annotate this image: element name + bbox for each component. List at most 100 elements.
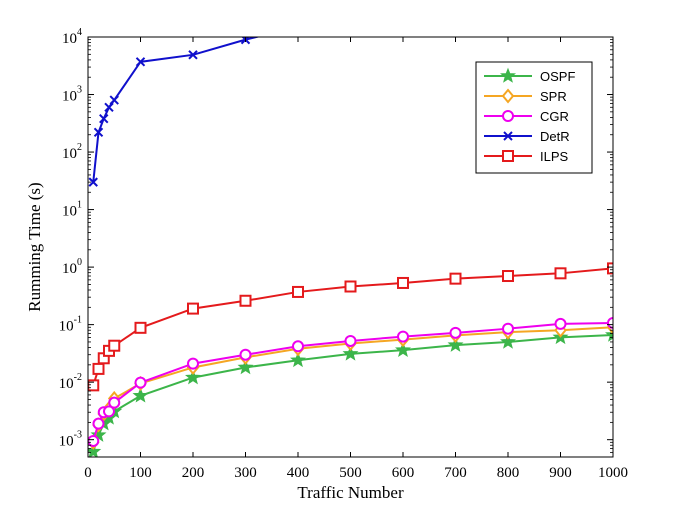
- legend-label: ILPS: [540, 149, 569, 164]
- x-tick-label: 700: [444, 465, 467, 481]
- legend-item-cgr: CGR: [484, 109, 569, 124]
- x-tick-label: 500: [339, 465, 362, 481]
- y-tick-base: 10: [62, 146, 77, 162]
- y-tick-exponent: 3: [77, 85, 82, 96]
- data-point-cgr: [554, 317, 567, 330]
- legend-item-ospf: OSPF: [484, 67, 575, 84]
- y-tick-base: 10: [62, 31, 77, 47]
- x-tick-label: 800: [497, 465, 520, 481]
- legend-label: SPR: [540, 89, 567, 104]
- data-point-detr: [188, 50, 198, 60]
- y-tick-base: 10: [59, 434, 74, 450]
- y-tick-exponent: 4: [77, 27, 82, 38]
- y-tick-base: 10: [59, 376, 74, 392]
- data-point-ilps: [92, 362, 105, 375]
- data-point-cgr: [88, 434, 100, 447]
- data-point-cgr: [239, 348, 252, 361]
- y-tick-exponent: -2: [74, 372, 82, 383]
- y-tick-label: 100: [62, 257, 82, 277]
- data-point-ilps: [344, 280, 357, 293]
- data-point-cgr: [92, 417, 105, 430]
- legend-marker: [502, 110, 514, 122]
- y-tick-exponent: 1: [77, 200, 82, 211]
- series-ilps: [88, 262, 613, 392]
- data-point-ospf: [290, 351, 306, 368]
- x-tick-label: 300: [234, 465, 257, 481]
- legend-label: DetR: [540, 129, 570, 144]
- data-point-ilps: [449, 272, 462, 285]
- data-point-ospf: [447, 336, 464, 352]
- x-tick-label: 0: [84, 465, 92, 481]
- data-point-cgr: [292, 340, 304, 353]
- y-tick-base: 10: [62, 261, 77, 277]
- data-point-detr: [135, 57, 146, 67]
- x-axis-label: Traffic Number: [297, 483, 404, 502]
- data-point-ilps: [187, 302, 199, 315]
- data-point-cgr: [344, 334, 357, 347]
- data-point-ilps: [134, 321, 147, 334]
- data-point-ilps: [502, 270, 514, 283]
- data-point-cgr: [607, 316, 613, 329]
- y-tick-label: 103: [62, 85, 82, 105]
- legend-label: CGR: [540, 109, 569, 124]
- legend: OSPF SPR CGR DetR ILPS: [475, 61, 593, 174]
- legend-box: [475, 61, 593, 174]
- x-tick-label: 100: [129, 465, 152, 481]
- y-tick-label: 101: [62, 200, 82, 220]
- x-tick-label: 1000: [598, 465, 628, 481]
- data-point-ospf: [237, 359, 254, 375]
- data-point-cgr: [103, 405, 115, 418]
- data-point-ospf: [185, 369, 201, 385]
- y-tick-exponent: -3: [74, 430, 82, 441]
- y-tick-label: 10-1: [59, 315, 82, 335]
- y-tick-base: 10: [59, 319, 74, 335]
- y-tick-base: 10: [62, 204, 77, 220]
- y-tick-exponent: 2: [77, 142, 82, 153]
- data-point-ilps: [397, 276, 409, 289]
- data-point-cgr: [187, 357, 199, 370]
- data-point-ilps: [239, 294, 252, 307]
- data-point-detr: [104, 102, 114, 112]
- legend-item-ilps: ILPS: [484, 149, 569, 164]
- data-point-ilps: [108, 339, 121, 352]
- legend-marker: [503, 131, 513, 141]
- series-detr: [88, 37, 261, 187]
- y-tick-exponent: 0: [77, 257, 82, 268]
- data-point-ospf: [500, 333, 516, 349]
- data-point-ilps: [292, 285, 304, 298]
- data-point-cgr: [108, 396, 121, 409]
- y-tick-exponent: -1: [74, 315, 82, 326]
- legend-marker: [501, 88, 515, 104]
- legend-marker: [500, 67, 516, 83]
- data-point-cgr: [502, 322, 514, 335]
- data-point-ilps: [554, 267, 567, 280]
- data-point-ospf: [395, 341, 411, 357]
- y-tick-label: 10-2: [59, 372, 82, 392]
- y-tick-label: 104: [62, 27, 82, 47]
- legend-item-detr: DetR: [484, 129, 570, 144]
- data-point-detr: [88, 177, 98, 187]
- legend-marker: [502, 150, 514, 162]
- data-point-ilps: [607, 262, 613, 275]
- data-point-detr: [99, 113, 109, 124]
- x-tick-label: 400: [287, 465, 310, 481]
- y-tick-label: 102: [62, 142, 82, 162]
- y-tick-base: 10: [62, 89, 77, 105]
- y-axis-label: Rumming Time (s): [25, 182, 44, 311]
- y-tick-label: 10-3: [59, 430, 82, 450]
- series-cgr: [88, 316, 613, 447]
- x-tick-label: 900: [549, 465, 572, 481]
- x-tick-label: 600: [392, 465, 415, 481]
- data-point-cgr: [449, 326, 462, 339]
- legend-label: OSPF: [540, 69, 575, 84]
- x-tick-label: 200: [182, 465, 205, 481]
- data-point-cgr: [397, 330, 409, 343]
- legend-item-spr: SPR: [484, 88, 567, 104]
- data-point-ospf: [342, 345, 359, 361]
- data-point-ospf: [132, 387, 149, 403]
- data-point-detr: [93, 127, 104, 138]
- data-point-detr: [109, 95, 119, 105]
- data-point-cgr: [134, 376, 147, 389]
